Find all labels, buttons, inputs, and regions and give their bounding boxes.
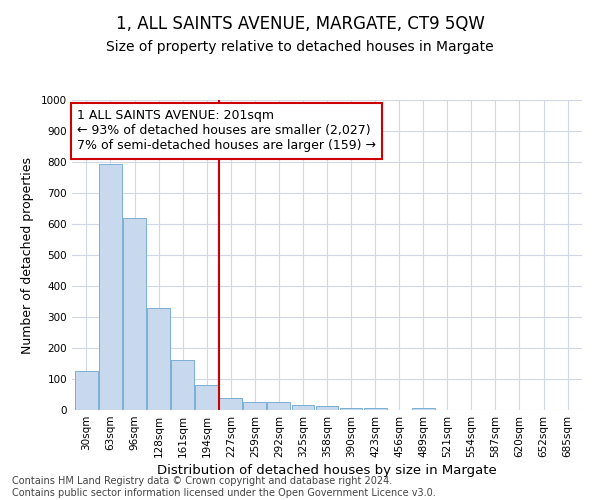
Bar [123, 218, 146, 410]
Bar [364, 408, 386, 410]
Text: 1 ALL SAINTS AVENUE: 201sqm
← 93% of detached houses are smaller (2,027)
7% of s: 1 ALL SAINTS AVENUE: 201sqm ← 93% of det… [77, 110, 376, 152]
Bar [244, 402, 266, 410]
X-axis label: Distribution of detached houses by size in Margate: Distribution of detached houses by size … [157, 464, 497, 477]
Bar [99, 164, 122, 410]
Bar [75, 371, 98, 410]
Bar [268, 402, 290, 410]
Bar [147, 308, 170, 410]
Text: Contains HM Land Registry data © Crown copyright and database right 2024.
Contai: Contains HM Land Registry data © Crown c… [12, 476, 436, 498]
Bar [292, 404, 314, 410]
Bar [220, 398, 242, 410]
Bar [195, 385, 218, 410]
Bar [171, 360, 194, 410]
Y-axis label: Number of detached properties: Number of detached properties [21, 156, 34, 354]
Bar [340, 408, 362, 410]
Text: 1, ALL SAINTS AVENUE, MARGATE, CT9 5QW: 1, ALL SAINTS AVENUE, MARGATE, CT9 5QW [116, 15, 484, 33]
Bar [316, 406, 338, 410]
Text: Size of property relative to detached houses in Margate: Size of property relative to detached ho… [106, 40, 494, 54]
Bar [412, 408, 434, 410]
